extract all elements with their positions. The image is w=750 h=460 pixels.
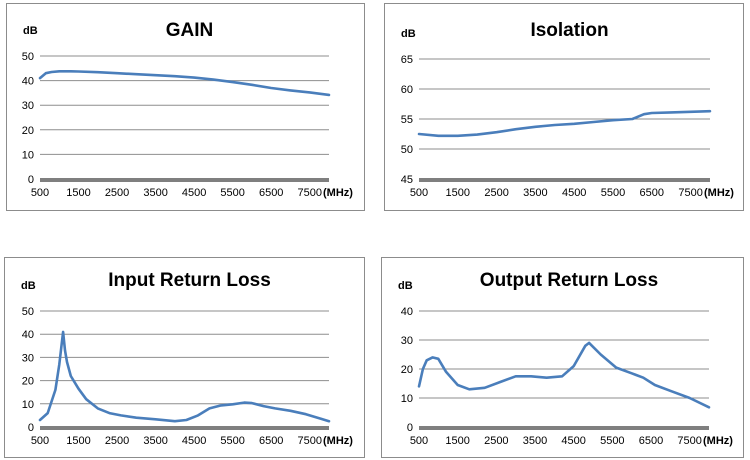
isolation-y-tick: 55: [401, 114, 413, 126]
input-return-loss-chart: Input Return Loss dB 0 10 20 30 40 50 500 1500 250…: [4, 257, 365, 458]
input-return-loss-x-tick: 1500: [66, 435, 90, 447]
output-return-loss-y-tick: 40: [401, 306, 413, 318]
output-return-loss-y-tick: 20: [401, 364, 413, 376]
input-return-loss-title: Input Return Loss: [108, 270, 271, 291]
output-return-loss-y-tick: 30: [401, 335, 413, 347]
gain-y-unit: dB: [23, 25, 38, 37]
input-return-loss-y-tick: 30: [22, 352, 34, 364]
output-return-loss-x-tick: 2500: [484, 435, 508, 447]
isolation-x-tick: 3500: [523, 187, 547, 199]
output-return-loss-x-tick: 7500: [677, 435, 701, 447]
isolation-x-tick: 4500: [562, 187, 586, 199]
isolation-y-tick: 50: [401, 144, 413, 156]
input-return-loss-x-tick: 3500: [143, 435, 167, 447]
output-return-loss-y-tick: 10: [401, 393, 413, 405]
isolation-y-tick: 60: [401, 84, 413, 96]
input-return-loss-y-tick: 50: [22, 306, 34, 318]
gain-title: GAIN: [166, 20, 214, 41]
input-return-loss-chart-svg: Input Return Loss dB 0 10 20 30 40 50 500 1500 250…: [21, 270, 353, 447]
gain-x-tick: 5500: [220, 187, 244, 199]
input-return-loss-x-tick: 4500: [182, 435, 206, 447]
output-return-loss-x-tick: 500: [410, 435, 428, 447]
output-return-loss-chart: Output Return Loss dB 0 10 20 30 40 500 1500 2500…: [381, 257, 744, 458]
gain-x-tick: 2500: [105, 187, 129, 199]
gain-x-tick: 3500: [143, 187, 167, 199]
input-return-loss-y-tick: 10: [22, 399, 34, 411]
gain-x-unit: (MHz): [323, 187, 353, 199]
gain-y-tick: 20: [22, 125, 34, 137]
gain-y-tick: 30: [22, 100, 34, 112]
output-return-loss-x-tick: 5500: [600, 435, 624, 447]
gain-y-tick: 40: [22, 76, 34, 88]
isolation-x-unit: (MHz): [704, 187, 734, 199]
input-return-loss-x-tick: 2500: [105, 435, 129, 447]
isolation-x-axis: [419, 178, 710, 182]
input-return-loss-y-tick: 0: [28, 422, 34, 434]
input-return-loss-y-tick: 40: [22, 329, 34, 341]
input-return-loss-x-tick: 500: [31, 435, 49, 447]
gain-chart-svg: GAIN dB 0 10 20 30 40 50 500 1500 2500 3500 4500 5500…: [22, 20, 354, 199]
input-return-loss-x-unit: (MHz): [323, 435, 353, 447]
gain-chart: GAIN dB 0 10 20 30 40 50 500 1500 2500 3500 4500 5500…: [6, 3, 365, 211]
gain-y-tick: 10: [22, 149, 34, 161]
input-return-loss-y-tick: 20: [22, 376, 34, 388]
isolation-series-line: [417, 109, 712, 138]
isolation-x-tick: 6500: [640, 187, 664, 199]
input-return-loss-x-axis: [40, 426, 329, 430]
input-return-loss-y-unit: dB: [21, 280, 36, 292]
output-return-loss-y-unit: dB: [398, 280, 413, 292]
gain-x-tick: 6500: [259, 187, 283, 199]
gain-x-tick: 7500: [297, 187, 321, 199]
input-return-loss-x-tick: 6500: [259, 435, 283, 447]
output-return-loss-x-tick: 3500: [523, 435, 547, 447]
isolation-x-tick: 500: [410, 187, 428, 199]
isolation-y-tick: 65: [401, 54, 413, 66]
output-return-loss-y-tick: 0: [407, 422, 413, 434]
isolation-x-tick: 1500: [446, 187, 470, 199]
input-return-loss-series-line: [38, 330, 331, 423]
isolation-x-tick: 2500: [484, 187, 508, 199]
output-return-loss-series-line: [417, 341, 711, 409]
output-return-loss-x-tick: 4500: [561, 435, 585, 447]
output-return-loss-x-axis: [419, 426, 709, 430]
isolation-y-tick: 45: [401, 174, 413, 186]
isolation-x-tick: 7500: [678, 187, 702, 199]
gain-x-tick: 4500: [182, 187, 206, 199]
gain-x-tick: 500: [31, 187, 49, 199]
gain-y-tick: 50: [22, 51, 34, 63]
output-return-loss-title: Output Return Loss: [480, 270, 658, 291]
isolation-x-tick: 5500: [601, 187, 625, 199]
gain-series-line: [38, 70, 331, 97]
gain-x-axis: [40, 178, 329, 182]
output-return-loss-chart-svg: Output Return Loss dB 0 10 20 30 40 500 1500 2500…: [398, 270, 733, 447]
input-return-loss-x-tick: 5500: [220, 435, 244, 447]
gain-x-tick: 1500: [66, 187, 90, 199]
output-return-loss-x-tick: 1500: [445, 435, 469, 447]
input-return-loss-x-tick: 7500: [297, 435, 321, 447]
isolation-chart-svg: Isolation dB 45 50 55 60 65 500 1500 2500 3500 4500…: [401, 20, 735, 199]
isolation-title: Isolation: [530, 20, 608, 41]
output-return-loss-x-tick: 6500: [639, 435, 663, 447]
isolation-chart: Isolation dB 45 50 55 60 65 500 1500 2500 3500 4500…: [384, 3, 744, 211]
output-return-loss-x-unit: (MHz): [703, 435, 733, 447]
isolation-y-unit: dB: [401, 28, 416, 40]
gain-y-tick: 0: [28, 174, 34, 186]
